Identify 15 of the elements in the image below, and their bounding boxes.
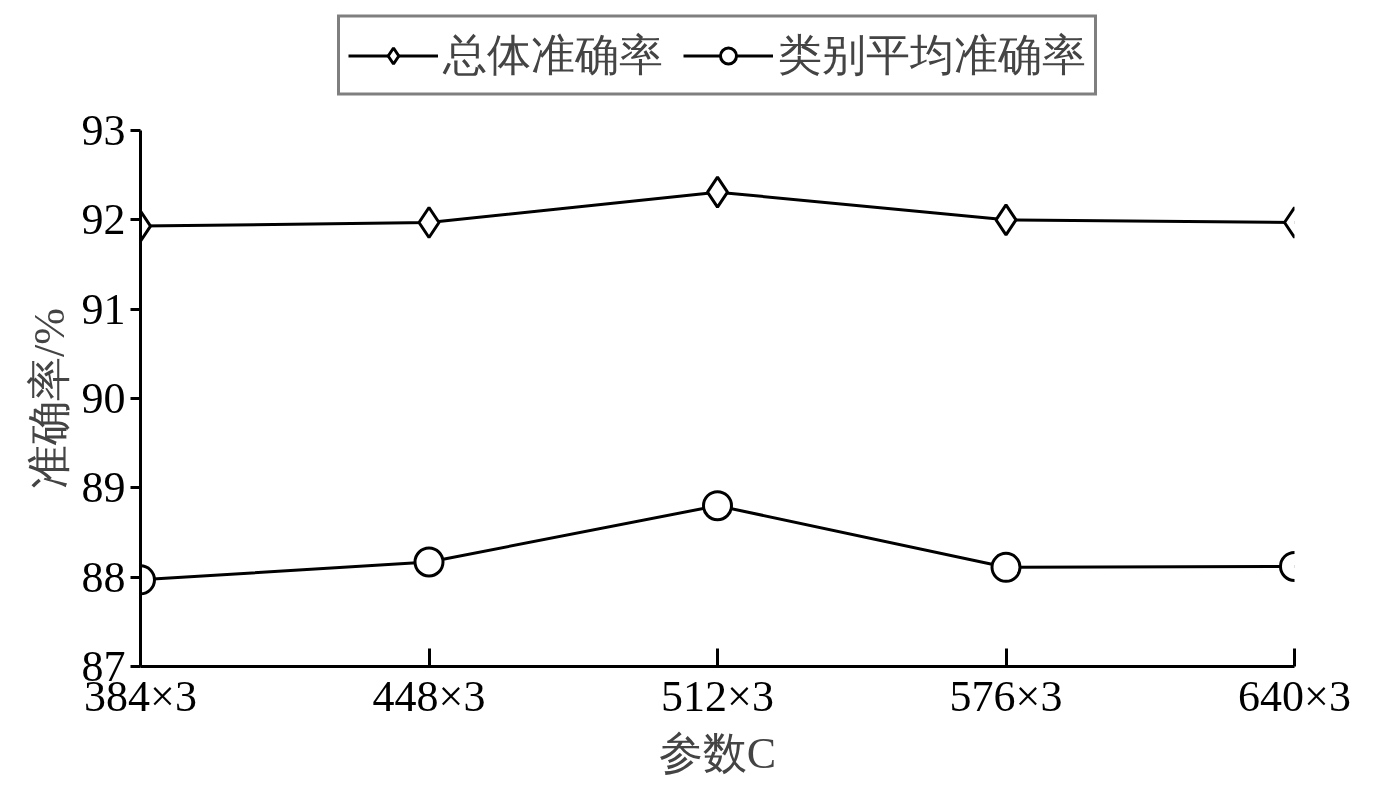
y-tick-label: 92: [81, 195, 126, 245]
y-axis-title: 准确率/%: [24, 308, 74, 489]
y-tick-label: 93: [81, 106, 126, 155]
x-tick-label: 640×3: [1238, 671, 1351, 721]
legend-label: 总体准确率: [443, 29, 663, 82]
x-tick-label: 512×3: [661, 671, 774, 721]
y-tick-label: 88: [81, 552, 126, 602]
legend-label: 类别平均准确率: [778, 29, 1086, 82]
y-tick-label: 89: [81, 463, 126, 513]
y-tick-label: 90: [81, 374, 126, 423]
x-axis-title: 参数C: [658, 728, 777, 778]
x-tick-label: 576×3: [949, 671, 1063, 721]
x-tick-label: 448×3: [372, 671, 486, 721]
point: [702, 490, 733, 522]
y-tick-label: 91: [81, 284, 126, 334]
